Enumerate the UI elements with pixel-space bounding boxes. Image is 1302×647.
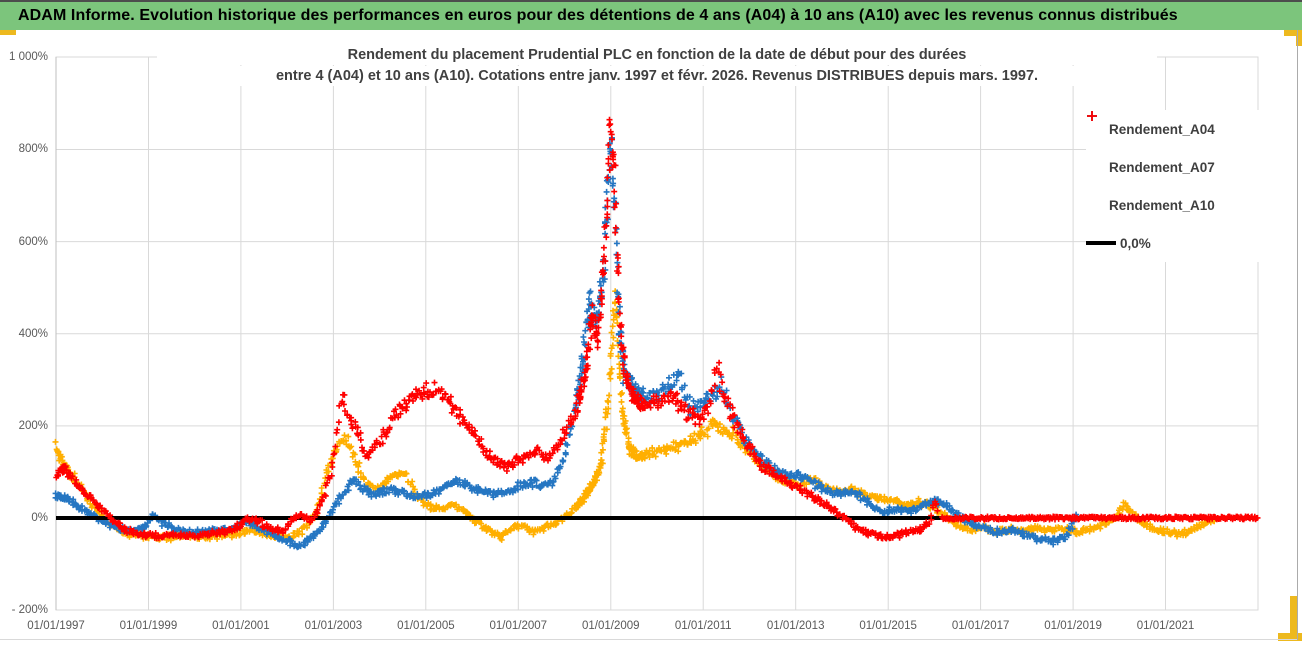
gold-accent-bottom-right-2 (1278, 633, 1302, 641)
y-tick-label: 200% (18, 419, 48, 432)
legend-label: Rendement_A10 (1109, 197, 1215, 213)
x-tick-label: 01/01/2005 (397, 620, 455, 632)
zero-line-swatch (1086, 241, 1116, 245)
gold-accent-bottom-right (1290, 596, 1298, 640)
x-tick-label: 01/01/2001 (212, 620, 270, 632)
gold-accent-top-right (1284, 30, 1302, 36)
legend-item-zero-line: 0,0% (1086, 224, 1286, 262)
legend-label: Rendement_A04 (1109, 121, 1215, 137)
x-tick-label: 01/01/1997 (27, 620, 85, 632)
y-tick-label: - 200% (11, 604, 48, 617)
window-bottom-border (0, 639, 1297, 640)
y-tick-label: 1 000% (8, 51, 48, 64)
gold-accent-top-right-2 (1296, 30, 1302, 46)
x-tick-label: 01/01/2013 (766, 620, 825, 632)
top-border-line (0, 0, 1302, 2)
legend-item-a10: Rendement_A10 (1086, 111, 1286, 224)
y-tick-label: 400% (18, 327, 48, 340)
legend-label: Rendement_A07 (1109, 159, 1215, 175)
window-right-border (1297, 30, 1298, 640)
x-tick-label: 01/01/2017 (951, 620, 1010, 632)
chart-title-line1: Rendement du placement Prudential PLC en… (157, 45, 1157, 65)
x-tick-label: 01/01/1999 (119, 620, 178, 632)
x-tick-label: 01/01/2015 (859, 620, 917, 632)
page-title: ADAM Informe. Evolution historique des p… (18, 7, 1178, 24)
header-bar: ADAM Informe. Evolution historique des p… (0, 2, 1302, 30)
legend: Rendement_A04 Rendement_A07 Rendement_A1… (1086, 110, 1286, 262)
y-tick-label: 800% (18, 143, 48, 156)
x-tick-label: 01/01/2009 (581, 620, 640, 632)
y-tick-label: 600% (18, 235, 48, 248)
y-tick-label: 0% (31, 512, 48, 524)
x-tick-label: 01/01/2003 (304, 620, 363, 632)
gold-accent-left (0, 30, 16, 35)
x-tick-label: 01/01/2019 (1044, 620, 1102, 632)
legend-label: 0,0% (1120, 235, 1151, 251)
x-tick-label: 01/01/2011 (674, 620, 732, 632)
legend-item-a07: Rendement_A07 (1086, 111, 1286, 186)
legend-item-a04: Rendement_A04 (1086, 110, 1286, 148)
chart-title-line2: entre 4 (A04) et 10 ans (A10). Cotations… (157, 66, 1157, 86)
x-tick-label: 01/01/2007 (489, 620, 548, 632)
x-tick-label: 01/01/2021 (1136, 620, 1195, 632)
